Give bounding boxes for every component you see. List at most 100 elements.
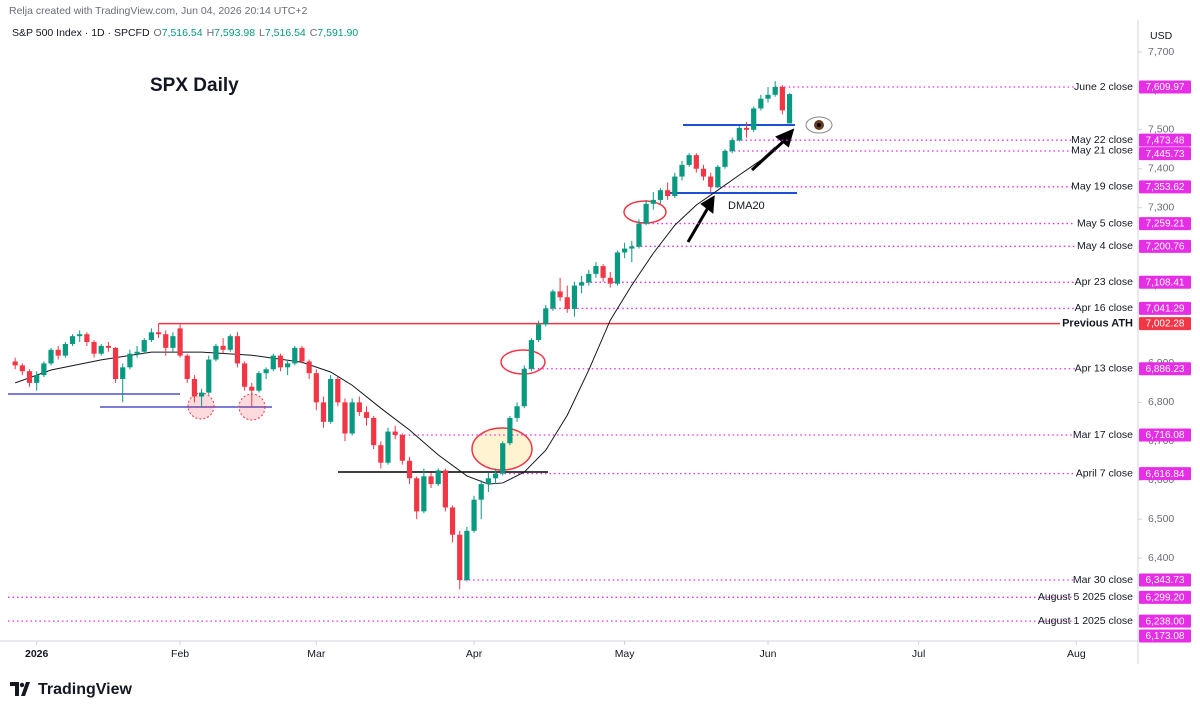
ohlc-key: O [154,27,162,39]
price-label: 6,616.84 [1146,469,1185,480]
arrow [750,128,795,172]
candle-body [141,340,147,352]
price-label: 6,716.08 [1146,430,1185,441]
candle-body [134,351,140,354]
candle-body [485,478,491,485]
price-label: 6,886.23 [1146,364,1185,375]
candle-body [206,359,212,393]
price-label-bg [1139,180,1191,194]
x-tick-label: Mar [307,648,326,660]
candle-body [12,361,18,366]
candle-body [786,94,793,124]
candle-body [471,499,477,531]
candle-body [55,349,61,356]
price-label-bg [1139,301,1191,315]
price-label-bg [1139,147,1191,161]
candle-body [256,373,262,391]
price-label: 7,108.41 [1146,277,1185,288]
candle-body [765,94,771,99]
level-text: May 22 close [1071,134,1133,146]
candle-body [177,328,183,356]
candle-body [708,176,714,187]
logo-dot [19,682,25,688]
candle-body [500,443,506,474]
highlight-circle [187,392,215,420]
candle-body [751,108,757,130]
candle-body [155,332,162,335]
ohlc-value: 7,516.54 [265,27,306,39]
price-label-bg [1139,317,1191,331]
candle-body [34,375,40,383]
level-text: Previous ATH [1062,318,1133,330]
price-label-bg [1139,614,1191,628]
candle-body [564,297,570,309]
price-label-bg [1139,217,1191,231]
price-label: 6,238.00 [1146,616,1185,627]
y-tick-label: 7,300 [1148,201,1174,213]
candle-body [557,291,563,298]
price-label-bg [1139,80,1191,94]
candle-body [263,369,269,374]
price-label: 7,445.73 [1146,149,1185,160]
candle-body [758,98,764,109]
level-text: Mar 30 close [1073,574,1133,586]
y-tick-label: 7,700 [1148,46,1174,58]
candle-body [213,345,219,360]
currency: USD [1150,30,1173,42]
candle-body [392,431,398,436]
candle-body [378,445,384,463]
candle-body [313,373,319,403]
candle-body [693,155,699,169]
candle-body [722,150,728,167]
candle-body [686,155,692,165]
candle-body [127,353,133,368]
ohlc-key: L [259,27,265,39]
candle-body [328,378,334,422]
candle-body [715,166,721,188]
candle-body [120,367,126,379]
candle-body [371,417,377,446]
logo-text: TradingView [38,681,133,698]
level-text: May 5 close [1077,217,1133,229]
candle-body [442,470,448,508]
ohlc-key: C [310,27,318,39]
price-label: 7,609.97 [1146,82,1185,93]
candle-body [729,140,735,152]
price-label-bg [1139,573,1191,587]
candle-body [356,402,362,413]
candle-body [464,530,470,580]
y-tick-label: 6,400 [1148,552,1174,564]
candle-body [62,343,68,356]
y-tick-label: 6,800 [1148,396,1174,408]
price-label: 7,200.76 [1146,241,1185,252]
candle-body [550,291,556,309]
candle-body [227,336,233,350]
ohlc-key: H [207,27,215,39]
candle-body [270,355,276,370]
logo-mark [10,682,30,696]
candle-body [148,332,155,341]
candle-body [492,473,499,479]
price-label: 7,473.48 [1146,135,1185,146]
price-label-bg [1139,275,1191,289]
attribution: Relja created with TradingView.com, Jun … [9,5,308,17]
price-label-bg [1139,629,1191,643]
level-text: August 5 2025 close [1038,591,1133,603]
candle-body [234,336,241,364]
candle-body [772,87,778,95]
candle-body [665,190,671,197]
candle-body [69,336,76,344]
ohlc-value: 7,591.90 [317,27,358,39]
candle-body [414,478,420,512]
x-tick-label: Apr [466,648,483,660]
candle-body [614,252,621,284]
candle-body [184,355,190,379]
candle-body [579,282,585,286]
candle-body [399,435,405,461]
candle-body [743,127,750,130]
candle-body [191,378,198,397]
ma-label: DMA20 [728,200,765,212]
candle-body [650,199,656,204]
candle-body [449,507,456,535]
